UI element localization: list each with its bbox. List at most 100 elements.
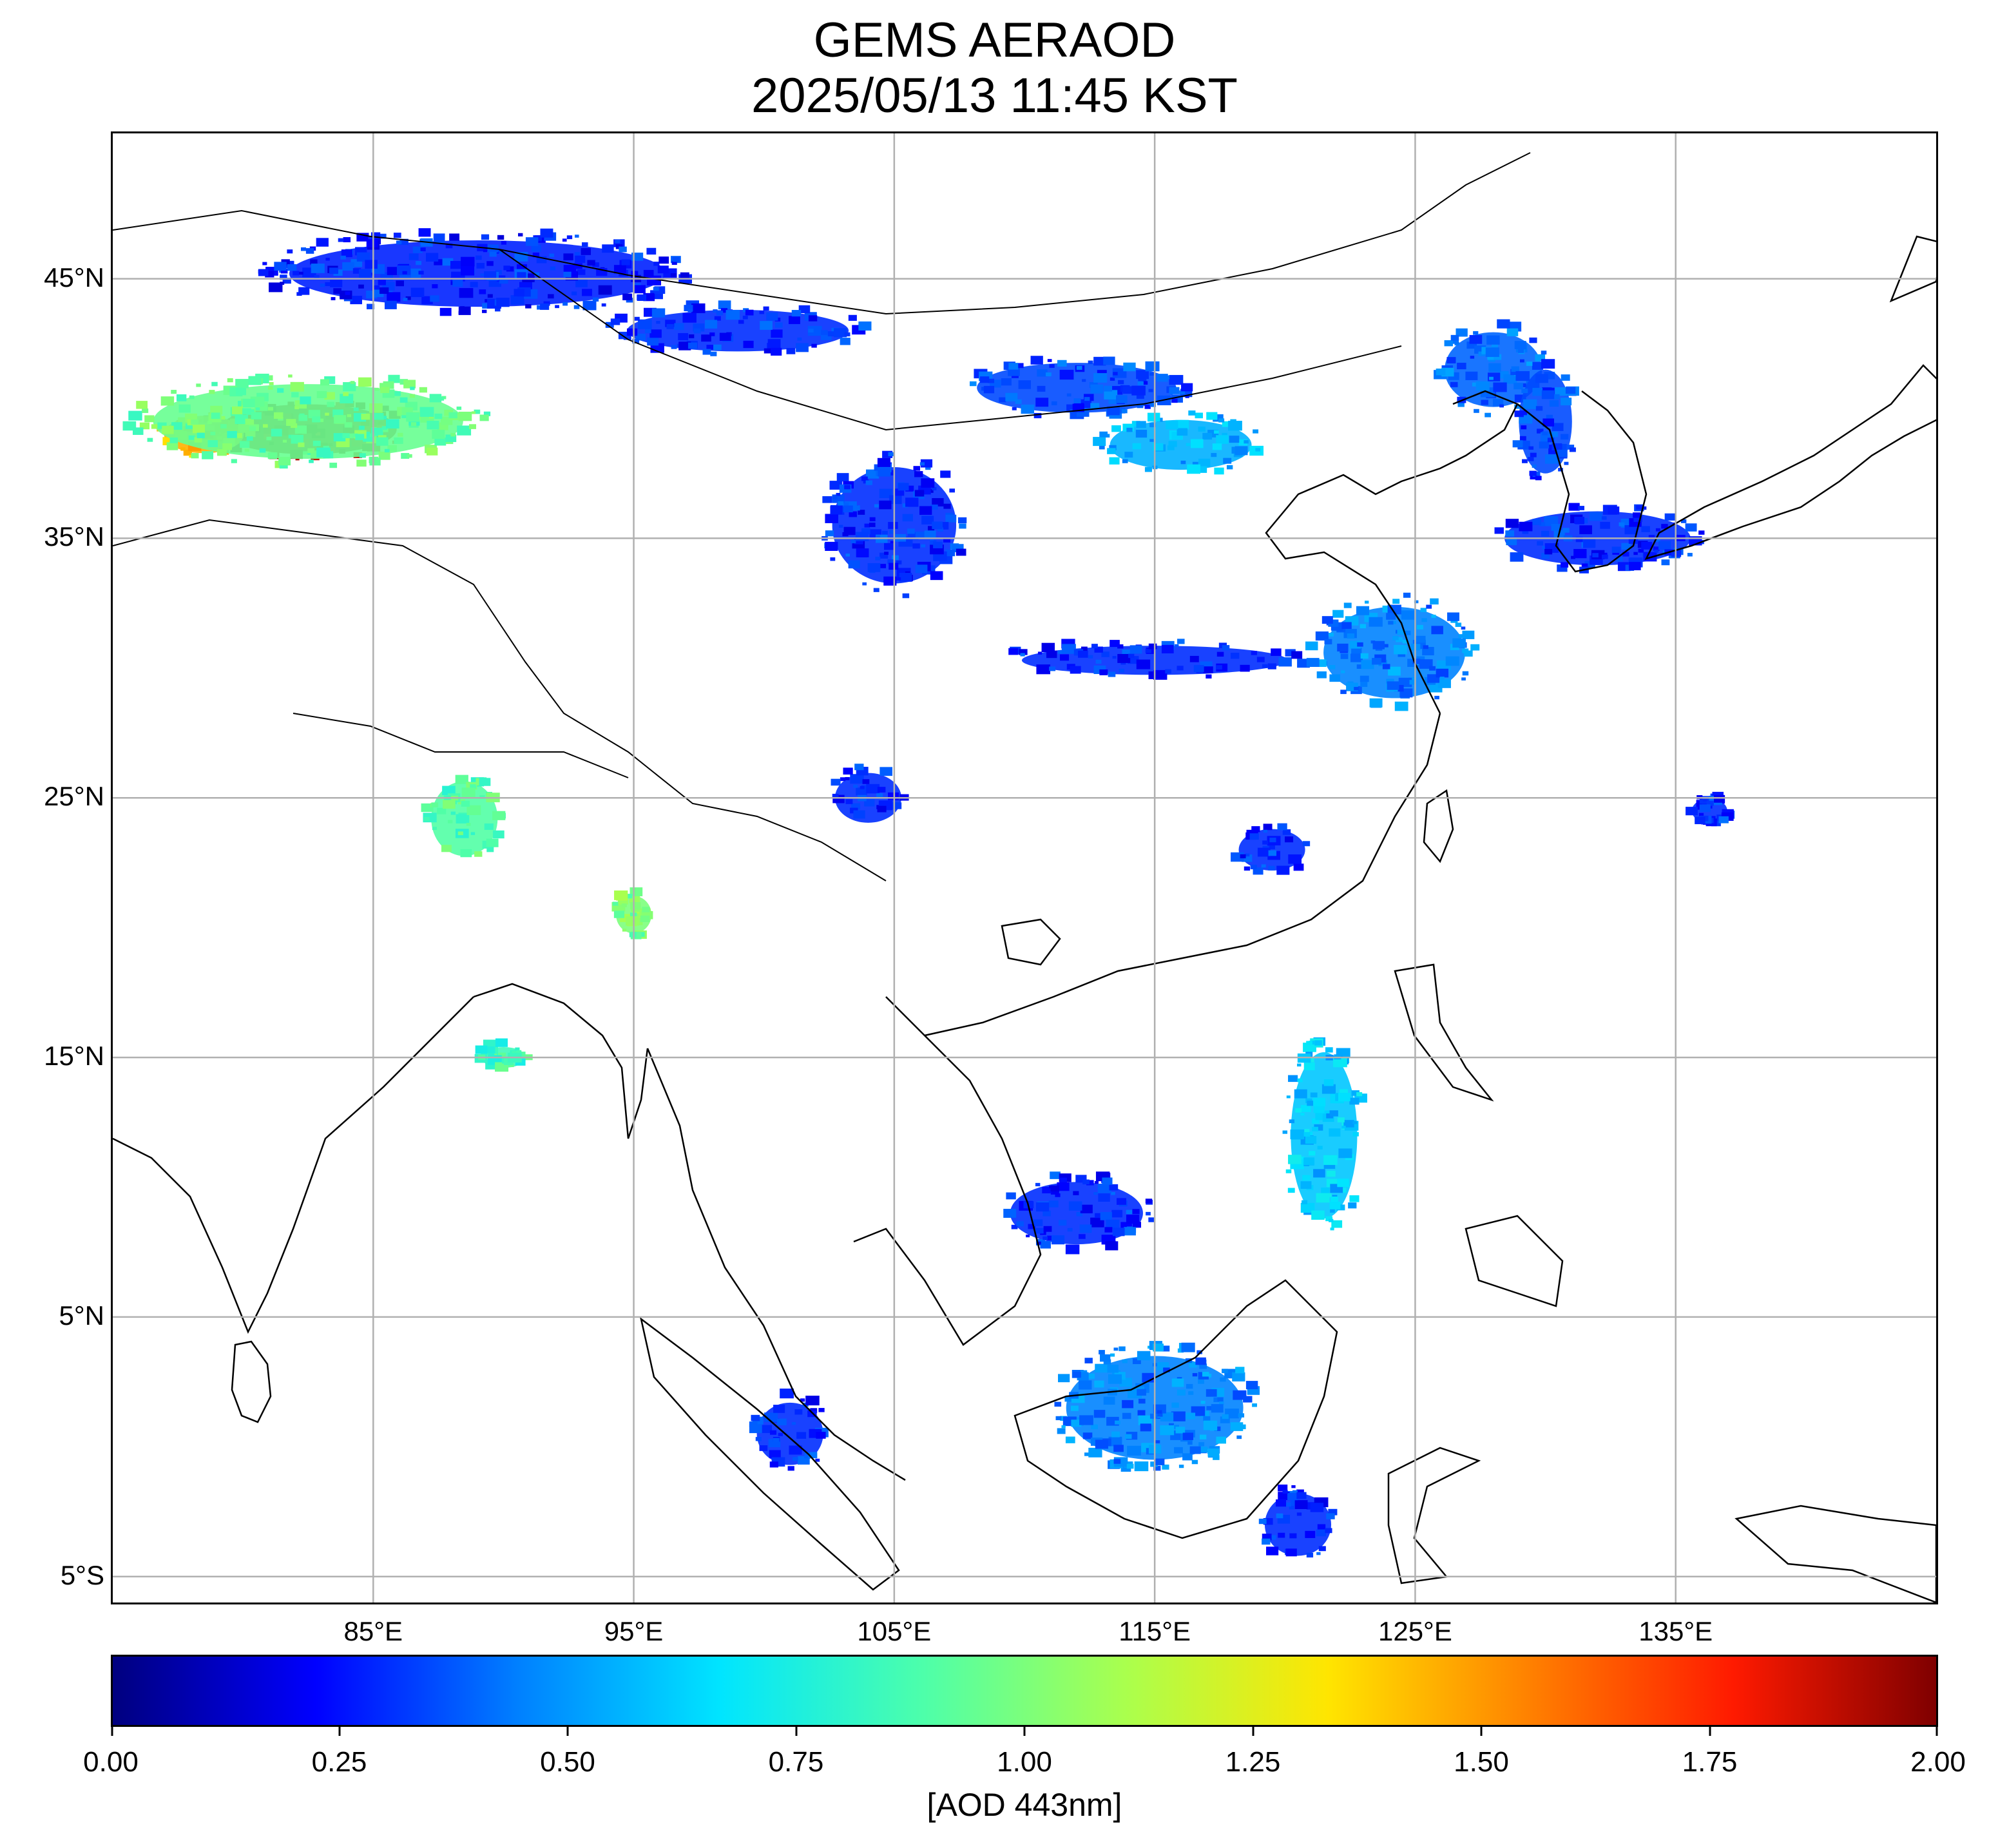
aod-pixel (1222, 1369, 1228, 1374)
aod-pixel (773, 1438, 780, 1443)
aod-pixel (1137, 1351, 1151, 1361)
aod-pixel (836, 473, 849, 482)
aod-pixel (1195, 1357, 1206, 1365)
aod-pixel (1530, 474, 1538, 480)
aod-pixel (791, 1421, 796, 1425)
aod-pixel (1653, 546, 1660, 551)
aod-pixel (1257, 847, 1271, 857)
aod-pixel (1088, 1447, 1102, 1458)
aod-pixel (405, 296, 411, 300)
aod-pixel (307, 448, 315, 454)
aod-pixel (704, 320, 718, 329)
aod-pixel (457, 425, 472, 436)
coastline-korea (1517, 390, 1648, 573)
longitude-tick-label: 115°E (1119, 1616, 1191, 1646)
aod-pixel (235, 414, 248, 425)
aod-pixel (1036, 1241, 1041, 1245)
aod-pixel (956, 548, 966, 556)
aod-pixel (626, 328, 638, 336)
aod-pixel (896, 560, 902, 564)
aod-pixel (1514, 341, 1526, 349)
aod-pixel (384, 300, 397, 309)
aod-pixel (1537, 541, 1543, 546)
aod-pixel (320, 284, 325, 287)
longitude-tick-label: 95°E (604, 1616, 664, 1646)
aod-pixel (429, 394, 442, 403)
aod-pixel (845, 776, 850, 780)
coastline-new-guinea (1734, 1505, 1936, 1603)
aod-pixel (1043, 1236, 1048, 1240)
aod-pixel (614, 890, 628, 900)
aod-pixel (829, 481, 843, 490)
aod-pixel (447, 820, 453, 823)
aod-pixel (437, 807, 447, 814)
aod-pixel (1207, 1449, 1220, 1457)
aod-pixel (1360, 624, 1367, 629)
aod-pixel (634, 316, 640, 321)
aod-pixel (988, 378, 995, 383)
aod-region-15 (831, 764, 909, 823)
aod-pixel (1016, 1221, 1024, 1227)
aod-pixel (372, 289, 384, 298)
aod-pixel (1321, 616, 1333, 624)
aod-pixel (640, 915, 650, 922)
aod-pixel (280, 268, 288, 274)
aod-pixel (1189, 1446, 1201, 1454)
colorbar-tick-label: 1.50 (1454, 1746, 1509, 1778)
aod-pixel (1565, 387, 1576, 394)
aod-pixel (1542, 431, 1548, 436)
aod-pixel (160, 396, 175, 406)
aod-pixel (450, 260, 462, 269)
aod-pixel (638, 319, 652, 329)
aod-pixel (176, 394, 187, 401)
aod-pixel (642, 907, 650, 912)
aod-pixel (287, 249, 293, 254)
aod-pixel (865, 480, 872, 485)
aod-pixel (1307, 1101, 1314, 1106)
aod-pixel (1291, 651, 1303, 659)
aod-pixel (914, 471, 923, 477)
aod-pixel (755, 1437, 762, 1441)
aod-pixel (1256, 657, 1265, 662)
aod-pixel (1429, 666, 1436, 671)
aod-pixel (220, 424, 227, 428)
aod-pixel (1338, 1148, 1352, 1159)
aod-pixel (888, 452, 894, 457)
aod-pixel (840, 777, 846, 782)
aod-pixel (399, 397, 408, 403)
aod-pixel (913, 466, 921, 471)
aod-pixel (1186, 1412, 1196, 1420)
aod-pixel (311, 450, 322, 458)
aod-pixel (1046, 650, 1057, 659)
aod-pixel (1343, 1120, 1354, 1128)
aod-pixel (1506, 537, 1517, 546)
aod-pixel (1341, 622, 1352, 630)
aod-pixel (383, 428, 389, 432)
aod-pixel (1132, 1209, 1140, 1215)
aod-pixel (1137, 381, 1144, 386)
aod-pixel (433, 233, 445, 242)
aod-pixel (316, 390, 327, 398)
aod-pixel (1018, 380, 1031, 389)
aod-pixel (1348, 1202, 1357, 1209)
aod-pixel (1546, 414, 1553, 419)
aod-pixel (325, 412, 329, 416)
aod-pixel (1193, 665, 1204, 673)
aod-pixel (393, 233, 401, 238)
aod-pixel (930, 505, 938, 510)
aod-pixel (1528, 457, 1534, 461)
aod-region-8 (1008, 639, 1310, 680)
aod-region-20 (1282, 1037, 1367, 1231)
aod-pixel (410, 387, 415, 390)
aod-pixel (1398, 651, 1406, 657)
aod-pixel (431, 802, 439, 807)
aod-pixel (369, 403, 383, 413)
aod-pixel (629, 896, 640, 903)
aod-pixel (1048, 1200, 1059, 1208)
aod-pixel (1328, 633, 1334, 637)
aod-pixel (251, 412, 262, 419)
aod-pixel (1149, 1413, 1158, 1419)
coastline-myanmar (473, 983, 649, 1139)
aod-pixel (1066, 404, 1077, 412)
aod-pixel (1198, 1379, 1204, 1384)
